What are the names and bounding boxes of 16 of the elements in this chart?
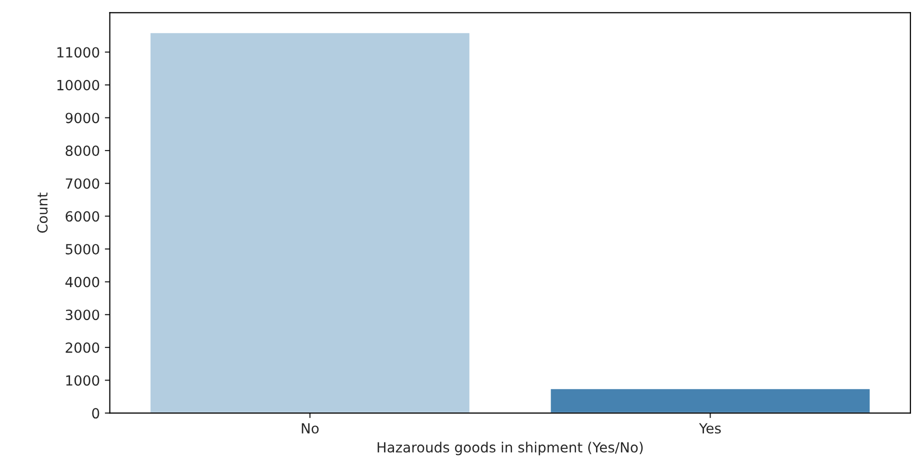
y-tick-label: 10000 xyxy=(57,80,100,90)
x-tick-label: No xyxy=(302,423,319,434)
y-tick-label: 5000 xyxy=(66,244,100,254)
y-tick-label: 2000 xyxy=(66,342,100,353)
y-axis-title: Count xyxy=(37,192,48,233)
y-tick-label: 8000 xyxy=(66,146,100,156)
y-tick-label: 0 xyxy=(92,408,100,419)
y-tick-label: 7000 xyxy=(66,178,100,189)
y-tick-label: 6000 xyxy=(66,211,100,222)
y-tick-label: 9000 xyxy=(66,112,100,124)
x-axis-title: Hazarouds goods in shipment (Yes/No) xyxy=(378,442,643,456)
y-tick-label: 3000 xyxy=(66,310,100,320)
y-tick-label: 4000 xyxy=(65,276,100,288)
x-tick-label: Yes xyxy=(699,423,721,434)
y-tick-label: 11000 xyxy=(57,47,100,58)
y-tick-label: 1000 xyxy=(66,375,100,386)
